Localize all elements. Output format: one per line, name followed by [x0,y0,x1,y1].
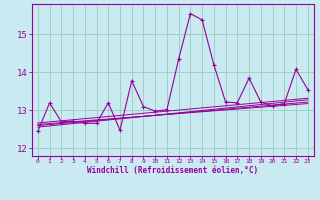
X-axis label: Windchill (Refroidissement éolien,°C): Windchill (Refroidissement éolien,°C) [87,166,258,175]
